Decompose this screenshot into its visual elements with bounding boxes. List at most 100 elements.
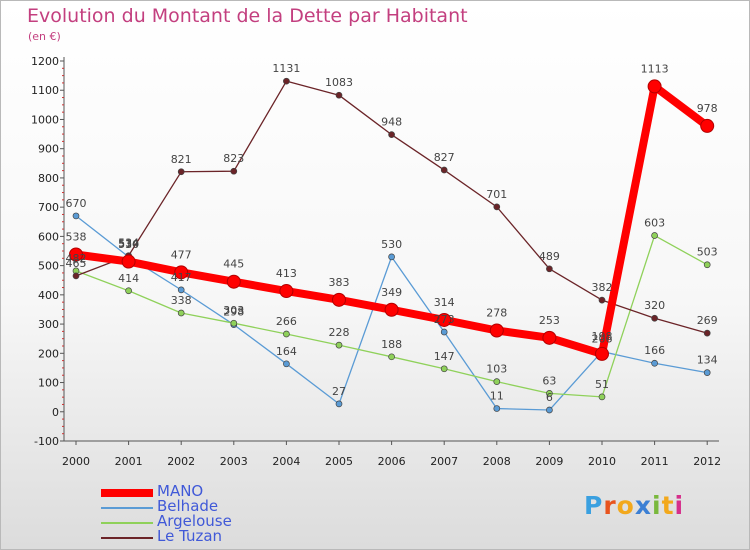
y-tick-label: 300 [38,318,59,331]
x-tick-label: 2005 [325,455,353,468]
data-label-mano: 383 [329,276,350,289]
data-label-argelouse: 147 [434,350,455,363]
data-label-le-tuzan: 821 [171,153,192,166]
data-label-le-tuzan: 382 [592,281,613,294]
data-point-mano [489,323,504,338]
data-label-argelouse: 338 [171,294,192,307]
data-label-argelouse: 266 [276,315,297,328]
data-point-belhade [388,253,395,261]
data-label-mano: 1113 [641,62,669,75]
x-tick-label: 2002 [167,455,195,468]
chart-subtitle: (en €) [28,30,61,43]
data-point-argelouse [440,365,448,373]
data-label-mano: 538 [66,231,87,244]
legend-swatch-mano [101,489,153,497]
data-point-le-tuzan [335,91,343,99]
data-point-mano [279,284,294,299]
data-label-argelouse: 51 [595,378,609,391]
data-label-mano: 349 [381,286,402,299]
data-point-argelouse [703,261,711,269]
legend-swatch-belhade [101,507,153,509]
data-point-belhade [546,406,553,414]
data-point-argelouse [335,341,343,349]
data-point-mano [437,312,452,327]
data-label-mano: 514 [118,238,139,251]
data-label-argelouse: 603 [644,217,665,230]
data-point-argelouse [493,378,501,386]
data-point-argelouse [177,309,185,317]
data-point-mano [226,274,241,289]
y-tick-label: 100 [38,377,59,390]
data-point-mano [121,254,136,269]
data-label-argelouse: 63 [542,374,556,387]
logo-letter: r [603,491,617,520]
x-tick-label: 2001 [115,455,143,468]
data-label-le-tuzan: 1131 [272,62,300,75]
data-point-le-tuzan [651,314,658,322]
data-point-argelouse [388,353,395,361]
data-label-le-tuzan: 269 [697,314,718,327]
data-label-argelouse: 303 [223,304,244,317]
data-label-belhade: 164 [276,345,297,358]
data-label-belhade: 27 [332,385,346,398]
data-label-argelouse: 103 [486,363,507,376]
data-point-belhade [651,359,658,367]
x-tick-label: 2009 [535,455,563,468]
data-point-mano [69,247,83,262]
data-label-le-tuzan: 1083 [325,76,353,89]
logo-letter: x [634,491,652,520]
data-point-le-tuzan [72,272,80,280]
data-label-mano: 978 [697,102,718,115]
data-label-belhade: 134 [697,354,718,367]
data-label-belhade: 530 [381,238,402,251]
x-tick-label: 2010 [588,455,616,468]
data-label-mano: 445 [223,258,244,271]
data-point-belhade [335,400,343,408]
data-point-le-tuzan [283,77,290,85]
data-label-mano: 477 [171,248,192,261]
data-point-mano [384,302,399,317]
data-point-le-tuzan [230,167,238,175]
data-label-mano: 314 [434,296,455,309]
data-label-belhade: 273 [434,313,455,326]
y-tick-label: 400 [38,289,59,302]
data-point-argelouse [230,319,238,327]
y-tick-label: 500 [38,260,59,273]
proxiti-logo: Proxiti [584,491,684,520]
data-label-argelouse: 228 [329,326,350,339]
x-tick-label: 2008 [483,455,511,468]
y-tick-label: 200 [38,347,59,360]
logo-letter: i [652,491,662,520]
data-label-le-tuzan: 701 [486,188,507,201]
logo-letter: i [674,491,685,520]
legend: MANO Belhade Argelouse Le Tuzan [101,483,321,545]
x-tick-label: 2011 [641,455,669,468]
legend-label-le-tuzan: Le Tuzan [157,527,223,545]
y-tick-label: -100 [34,435,59,448]
data-label-mano: 413 [276,267,297,280]
data-label-argelouse: 414 [118,272,139,285]
data-point-belhade [177,286,185,294]
x-tick-label: 2004 [272,455,300,468]
data-label-belhade: 417 [171,271,192,284]
data-point-le-tuzan [388,131,395,139]
data-point-belhade [493,405,501,412]
y-tick-label: 900 [38,143,59,156]
logo-letter: o [616,491,635,520]
data-point-mano [647,79,662,94]
data-point-argelouse [125,287,132,295]
y-tick-label: 1000 [31,113,59,126]
logo-letter: t [661,491,675,520]
data-label-le-tuzan: 489 [539,250,560,263]
data-label-argelouse: 482 [66,252,87,265]
data-label-mano: 198 [592,330,613,343]
data-label-le-tuzan: 948 [381,116,402,129]
data-label-le-tuzan: 465 [66,257,87,270]
legend-label-belhade: Belhade [157,497,219,515]
legend-item-argelouse: Argelouse [101,513,321,530]
data-point-argelouse [598,393,606,401]
data-label-belhade: 11 [490,390,504,403]
data-label-argelouse: 188 [381,338,402,351]
